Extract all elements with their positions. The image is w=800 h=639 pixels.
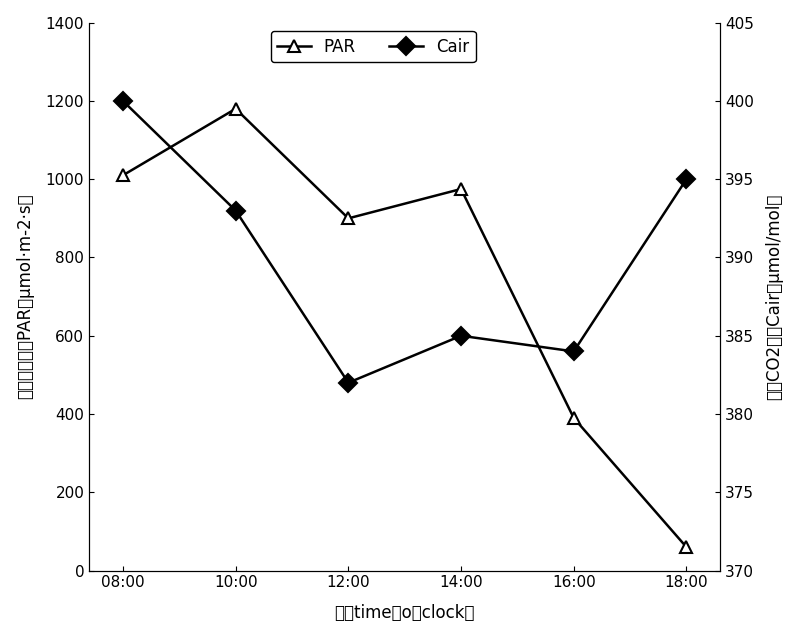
PAR [118, 171, 128, 179]
X-axis label: 时间time（o，clock）: 时间time（o，clock） [334, 604, 475, 622]
Cair [456, 332, 466, 339]
Cair [569, 348, 578, 355]
Cair [118, 97, 128, 105]
Cair [682, 175, 691, 183]
PAR [456, 185, 466, 193]
Line: PAR: PAR [117, 102, 693, 553]
PAR [343, 215, 353, 222]
Cair [343, 379, 353, 387]
Y-axis label: 空气CO2浓度Cair（μmol/mol）: 空气CO2浓度Cair（μmol/mol） [766, 194, 783, 400]
PAR [231, 105, 241, 112]
PAR [682, 543, 691, 551]
Line: Cair: Cair [117, 95, 693, 389]
Cair [231, 206, 241, 214]
PAR [569, 414, 578, 422]
Y-axis label: 光合有效辐射PAR（μmol·m-2·s）: 光合有效辐射PAR（μmol·m-2·s） [17, 194, 34, 399]
Legend: PAR, Cair: PAR, Cair [270, 31, 476, 63]
